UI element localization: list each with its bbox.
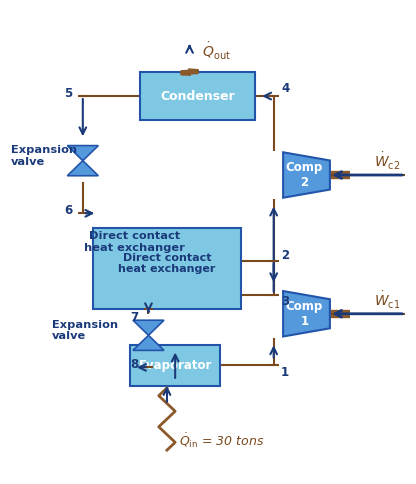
Text: 8: 8 [130,359,138,371]
Text: Direct contact
heat exchanger: Direct contact heat exchanger [118,253,215,274]
Text: 3: 3 [281,295,289,308]
Text: 2: 2 [281,249,289,262]
Polygon shape [67,161,98,176]
Text: $\dot{Q}_{\mathrm{in}}$ = 30 tons: $\dot{Q}_{\mathrm{in}}$ = 30 tons [179,431,265,450]
Text: Comp
2: Comp 2 [286,161,323,189]
Text: Evaporator: Evaporator [139,359,212,372]
Polygon shape [283,291,330,336]
Polygon shape [133,335,164,350]
Text: Direct contact
heat exchanger: Direct contact heat exchanger [84,231,185,253]
Text: Condenser: Condenser [160,90,235,103]
Text: Comp
1: Comp 1 [286,300,323,328]
Text: Expansion
valve: Expansion valve [11,145,77,166]
Bar [140,72,255,120]
Polygon shape [67,146,98,161]
Polygon shape [283,152,330,198]
Polygon shape [133,320,164,335]
Text: $\dot{Q}_{\mathrm{out}}$: $\dot{Q}_{\mathrm{out}}$ [202,41,230,62]
Text: Expansion
valve: Expansion valve [52,320,118,341]
Text: $\dot{W}_{\mathrm{c2}}$: $\dot{W}_{\mathrm{c2}}$ [374,151,401,172]
Bar [130,345,220,386]
Text: 7: 7 [130,311,138,324]
Bar [93,227,241,309]
Text: 5: 5 [64,87,72,100]
Text: 1: 1 [281,366,289,379]
Text: 6: 6 [64,204,72,217]
Text: $\dot{W}_{\mathrm{c1}}$: $\dot{W}_{\mathrm{c1}}$ [374,290,401,311]
Text: 4: 4 [281,82,289,95]
